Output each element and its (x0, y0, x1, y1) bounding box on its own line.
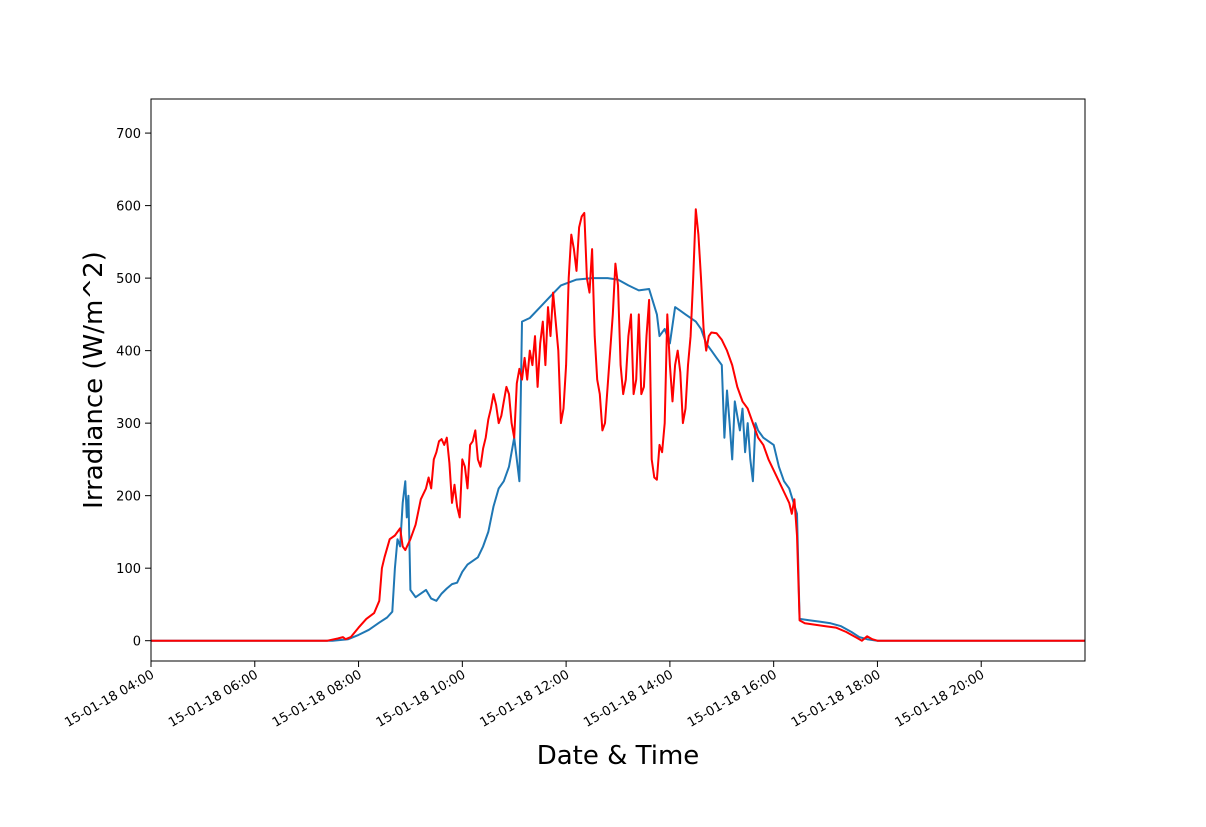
y-tick-label: 100 (116, 562, 141, 577)
y-tick-label: 0 (133, 635, 141, 650)
y-tick-label: 600 (116, 200, 141, 215)
y-axis-ticks: 0 100 200 300 400 500 600 700 (116, 127, 151, 650)
y-tick-label: 200 (116, 490, 141, 505)
y-axis-label: Irradiance (W/m^2) (79, 251, 109, 509)
y-tick-label: 300 (116, 417, 141, 432)
series-line-0 (151, 277, 1085, 642)
plot-frame (150, 98, 1086, 662)
y-tick-label: 500 (116, 272, 141, 287)
series-layer (151, 208, 1085, 642)
y-tick-label: 400 (116, 345, 141, 360)
x-axis-label: Date & Time (537, 741, 700, 771)
y-tick-label: 700 (116, 127, 141, 142)
series-line-1 (151, 208, 1085, 642)
